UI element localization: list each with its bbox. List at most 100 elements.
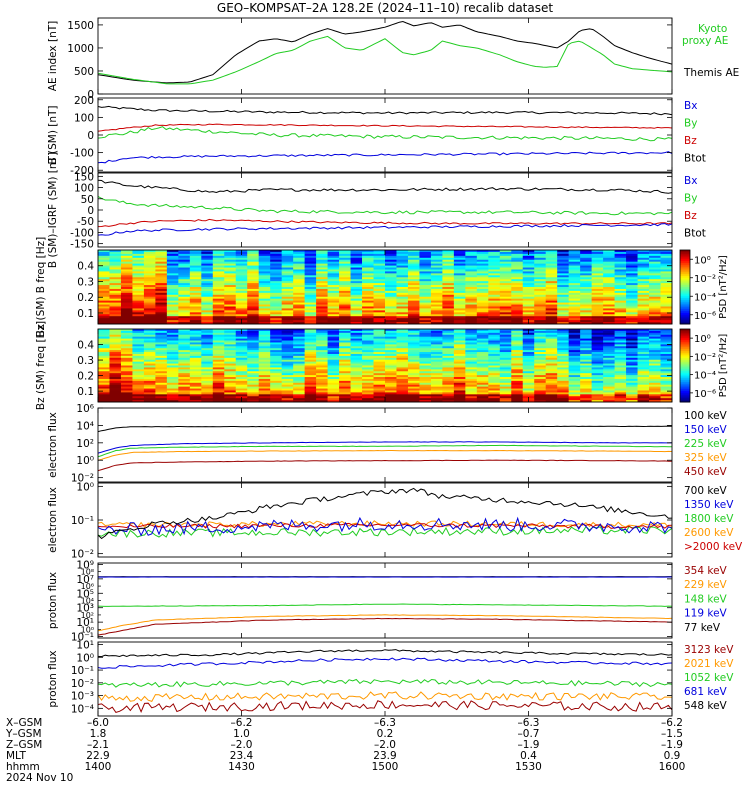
psd-cell (143, 304, 156, 307)
psd-cell (120, 371, 133, 374)
psd-cell (166, 285, 179, 288)
psd-cell (212, 330, 225, 334)
psd-cell (591, 251, 604, 255)
psd-cell (339, 353, 351, 357)
psd-cell (453, 334, 466, 338)
psd-cell (568, 306, 581, 309)
psd-cell (258, 338, 271, 341)
psd-cell (120, 382, 133, 386)
psd-cell (339, 373, 351, 376)
psd-cell (293, 363, 306, 366)
psd-cell (98, 352, 110, 355)
psd-cell (626, 338, 638, 341)
psd-cell (522, 344, 535, 347)
psd-cell (247, 382, 260, 386)
psd-cell (304, 330, 317, 334)
psd-cell (545, 296, 558, 300)
psd-cell (132, 302, 145, 305)
psd-cell (247, 338, 260, 341)
psd-cell (166, 287, 179, 290)
psd-cell (166, 300, 179, 303)
psd-cell (304, 257, 317, 261)
psd-cell (304, 386, 317, 389)
psd-cell (614, 316, 627, 319)
x-axis-value: –1.9 (661, 739, 683, 751)
psd-cell (637, 314, 650, 317)
psd-cell (385, 288, 397, 292)
psd-cell (235, 306, 248, 309)
psd-cell (568, 330, 581, 334)
psd-cell (293, 273, 306, 276)
psd-cell (430, 357, 443, 361)
psd-cell (660, 363, 673, 366)
psd-cell (568, 290, 581, 294)
psd-cell (660, 382, 673, 386)
psd-cell (580, 320, 593, 323)
psd-cell (419, 259, 432, 263)
psd-cell (442, 359, 455, 363)
psd-cell (385, 338, 397, 341)
psd-cell (407, 288, 420, 292)
psd-cell (545, 250, 558, 253)
psd-cell (235, 336, 248, 339)
psd-cell (557, 336, 570, 339)
psd-cell (660, 332, 673, 336)
psd-cell (235, 386, 248, 389)
psd-cell (476, 386, 489, 389)
psd-cell (614, 265, 627, 268)
psd-cell (120, 338, 133, 341)
psd-cell (614, 353, 627, 357)
psd-cell (212, 292, 225, 296)
psd-cell (488, 296, 501, 300)
psd-cell (178, 296, 191, 300)
psd-cell (339, 287, 351, 290)
psd-cell (270, 288, 283, 292)
psd-cell (522, 296, 535, 300)
psd-cell (98, 355, 110, 359)
psd-cell (430, 304, 443, 307)
psd-cell (603, 292, 615, 296)
psd-cell (396, 263, 409, 266)
x-axis-value: –6.3 (518, 717, 540, 729)
colorbar-swatch (680, 250, 690, 253)
colorbar-swatch (680, 381, 690, 385)
psd-cell (235, 371, 248, 374)
psd-cell (442, 275, 455, 278)
psd-cell (304, 390, 317, 393)
psd-cell (660, 294, 673, 298)
psd-cell (614, 302, 627, 305)
psd-cell (660, 320, 673, 323)
psd-cell (603, 388, 615, 391)
psd-cell (603, 279, 615, 282)
psd-cell (580, 390, 593, 393)
psd-cell (98, 334, 110, 338)
psd-cell (557, 283, 570, 286)
psd-cell (442, 314, 455, 317)
psd-cell (568, 353, 581, 357)
psd-cell (293, 267, 306, 270)
psd-cell (166, 344, 179, 347)
psd-cell (545, 285, 558, 288)
psd-cell (166, 308, 179, 311)
psd-cell (109, 375, 122, 378)
psd-cell (534, 359, 547, 363)
psd-cell (637, 390, 650, 393)
psd-cell (293, 377, 306, 380)
psd-cell (591, 363, 604, 366)
psd-cell (626, 363, 638, 366)
psd-cell (178, 253, 191, 257)
psd-cell (568, 390, 581, 393)
psd-cell (591, 346, 604, 349)
psd-cell (557, 287, 570, 290)
psd-cell (534, 384, 547, 388)
psd-cell (247, 400, 260, 403)
psd-cell (293, 365, 306, 368)
psd-cell (580, 255, 593, 259)
psd-cell (568, 394, 581, 397)
colorbar-swatch (680, 369, 690, 372)
psd-cell (247, 367, 260, 370)
psd-cell (143, 255, 156, 259)
psd-cell (258, 352, 271, 355)
psd-cell (201, 353, 214, 357)
psd-cell (534, 287, 547, 290)
